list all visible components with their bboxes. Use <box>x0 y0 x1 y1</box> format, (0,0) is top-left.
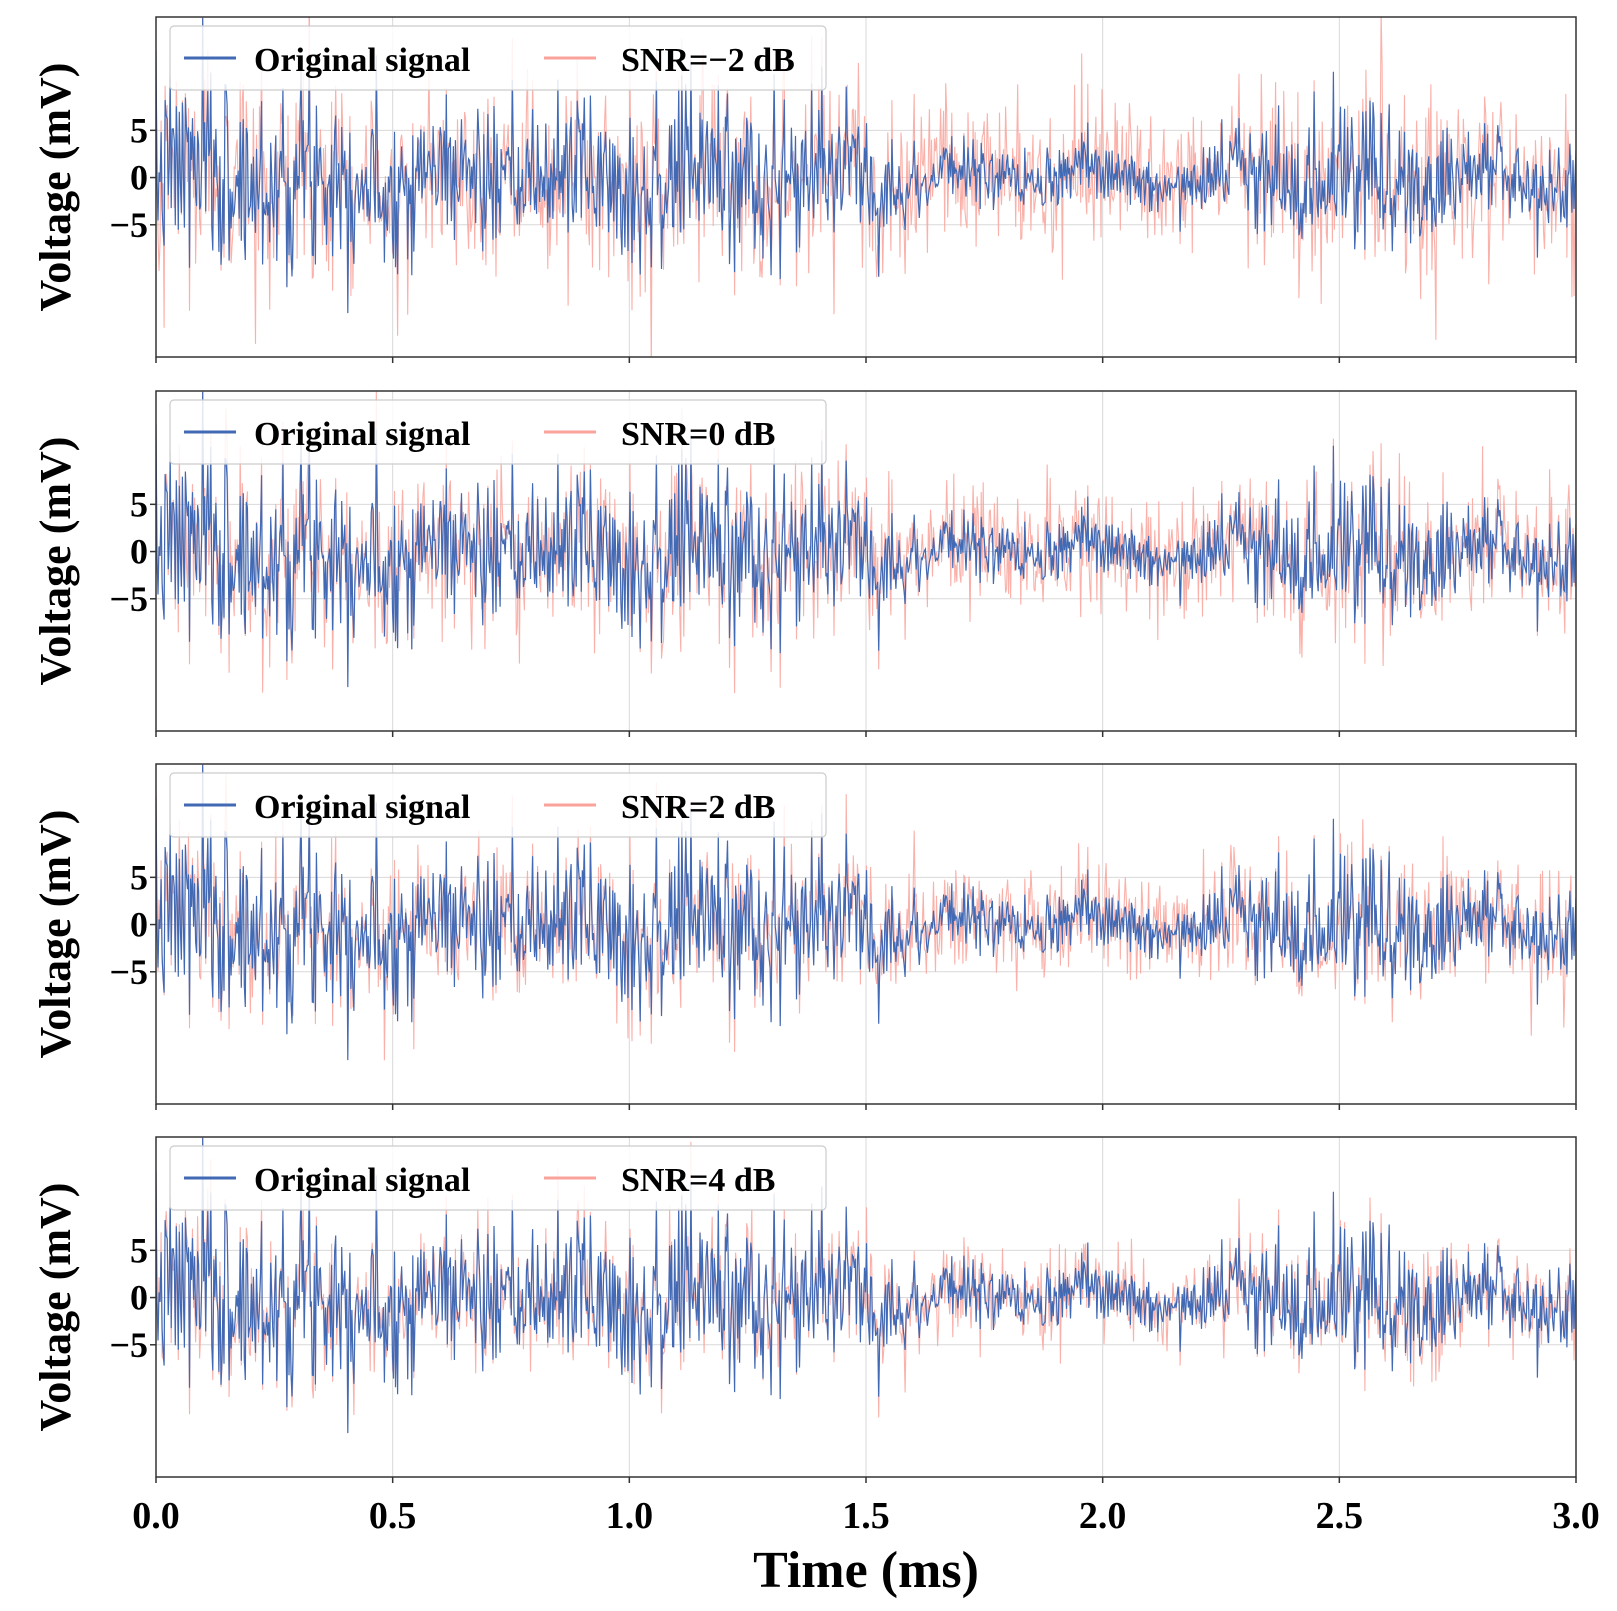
x-tick-label: 2.5 <box>1316 1495 1364 1537</box>
legend: Original signal SNR=2 dB <box>169 772 827 838</box>
panel-4: 5 0 −5 Voltage (mV) Original signal SNR=4 dB 0… <box>31 1136 1600 1599</box>
plot-area <box>156 391 1576 694</box>
y-tick-label: −5 <box>109 952 148 992</box>
legend-label-original: Original signal <box>254 416 470 453</box>
legend-box <box>169 772 827 838</box>
y-tick-label: 5 <box>130 857 148 897</box>
legend-box <box>169 1145 827 1211</box>
plot-area <box>156 17 1576 357</box>
legend-box <box>169 399 827 465</box>
legend-label-original: Original signal <box>254 42 470 79</box>
panel-2: 5 0 −5 Voltage (mV) Original signal SNR=0 dB <box>31 390 1577 737</box>
y-tick-label: 0 <box>130 532 148 572</box>
y-tick-label: −5 <box>109 1325 148 1365</box>
original-signal-line <box>156 1137 1576 1434</box>
plot-area <box>156 764 1576 1061</box>
legend: Original signal SNR=−2 dB <box>169 25 827 91</box>
legend-label-original: Original signal <box>254 789 470 826</box>
legend-label-noisy: SNR=−2 dB <box>621 42 795 79</box>
panel-1: 5 0 −5 Voltage (mV) Original signal SNR=−2 dB <box>31 16 1577 363</box>
x-tick-label: 2.0 <box>1079 1495 1127 1537</box>
legend-box <box>169 25 827 91</box>
y-tick-label: 0 <box>130 158 148 198</box>
legend-label-original: Original signal <box>254 1162 470 1199</box>
legend-label-noisy: SNR=4 dB <box>621 1162 775 1199</box>
x-tick-label: 0.5 <box>369 1495 417 1537</box>
original-signal-line <box>156 391 1576 688</box>
original-signal-line <box>156 17 1576 314</box>
plot-area <box>156 1137 1576 1434</box>
y-axis-label: Voltage (mV) <box>31 810 80 1059</box>
y-axis-label: Voltage (mV) <box>31 63 80 312</box>
original-signal-line <box>156 764 1576 1061</box>
panel-3: 5 0 −5 Voltage (mV) Original signal SNR=2 dB <box>31 763 1577 1110</box>
y-tick-label: −5 <box>109 579 148 619</box>
y-axis-label: Voltage (mV) <box>31 437 80 686</box>
y-tick-label: 5 <box>130 1230 148 1270</box>
x-tick-label: 1.5 <box>842 1495 890 1537</box>
legend-label-noisy: SNR=0 dB <box>621 416 775 453</box>
y-tick-label: −5 <box>109 205 148 245</box>
y-tick-label: 5 <box>130 110 148 150</box>
y-axis-label: Voltage (mV) <box>31 1183 80 1432</box>
x-axis-label: Time (ms) <box>753 1542 979 1599</box>
y-tick-label: 0 <box>130 1278 148 1318</box>
x-tick-label: 0.0 <box>132 1495 180 1537</box>
y-tick-label: 5 <box>130 484 148 524</box>
legend: Original signal SNR=4 dB <box>169 1145 827 1211</box>
x-tick-label: 1.0 <box>606 1495 654 1537</box>
legend-label-noisy: SNR=2 dB <box>621 789 775 826</box>
legend: Original signal SNR=0 dB <box>169 399 827 465</box>
y-tick-label: 0 <box>130 905 148 945</box>
x-tick-label: 3.0 <box>1552 1495 1600 1537</box>
